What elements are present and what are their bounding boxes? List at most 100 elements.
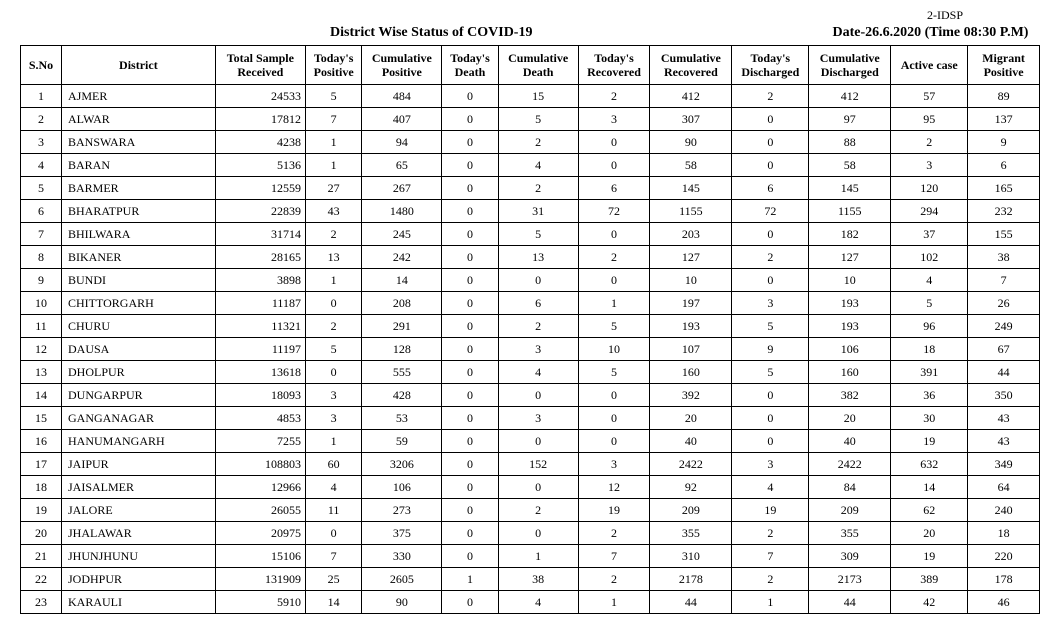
table-row: 4BARAN51361650405805836 xyxy=(21,154,1040,177)
cell-sno: 1 xyxy=(21,85,62,108)
cell-crec: 1155 xyxy=(650,200,732,223)
cell-district: DAUSA xyxy=(62,338,216,361)
covid-status-table: S.No District Total Sample Received Toda… xyxy=(20,45,1040,614)
cell-sample: 5910 xyxy=(215,591,305,614)
header-row: District Wise Status of COVID-19 Date-26… xyxy=(20,25,1043,41)
cell-cdeath: 1 xyxy=(498,545,578,568)
col-total-sample: Total Sample Received xyxy=(215,46,305,85)
table-row: 18JAISALMER1296641060012924841464 xyxy=(21,476,1040,499)
cell-cdis: 412 xyxy=(809,85,891,108)
cell-cpos: 291 xyxy=(362,315,442,338)
cell-trec: 3 xyxy=(578,108,650,131)
cell-cdis: 127 xyxy=(809,246,891,269)
cell-mig: 26 xyxy=(968,292,1040,315)
cell-crec: 412 xyxy=(650,85,732,108)
table-row: 17JAIPUR10880360320601523242232422632349 xyxy=(21,453,1040,476)
cell-tdis: 0 xyxy=(732,223,809,246)
cell-tdeath: 0 xyxy=(442,453,498,476)
cell-cdis: 1155 xyxy=(809,200,891,223)
cell-cpos: 65 xyxy=(362,154,442,177)
cell-district: BANSWARA xyxy=(62,131,216,154)
cell-active: 42 xyxy=(891,591,968,614)
cell-sample: 17812 xyxy=(215,108,305,131)
cell-sample: 11187 xyxy=(215,292,305,315)
cell-active: 36 xyxy=(891,384,968,407)
cell-crec: 2422 xyxy=(650,453,732,476)
cell-sno: 9 xyxy=(21,269,62,292)
table-row: 22JODHPUR1319092526051382217822173389178 xyxy=(21,568,1040,591)
cell-sample: 4853 xyxy=(215,407,305,430)
cell-active: 5 xyxy=(891,292,968,315)
cell-tdis: 72 xyxy=(732,200,809,223)
cell-cdeath: 152 xyxy=(498,453,578,476)
cell-crec: 355 xyxy=(650,522,732,545)
table-row: 21JHUNJHUNU151067330017310730919220 xyxy=(21,545,1040,568)
cell-tpos: 1 xyxy=(305,131,361,154)
cell-tpos: 2 xyxy=(305,223,361,246)
cell-active: 19 xyxy=(891,430,968,453)
cell-tdeath: 0 xyxy=(442,315,498,338)
cell-tdis: 0 xyxy=(732,384,809,407)
page-tag: 2-IDSP xyxy=(20,8,1043,23)
cell-cdis: 2422 xyxy=(809,453,891,476)
cell-sno: 14 xyxy=(21,384,62,407)
cell-tdis: 2 xyxy=(732,246,809,269)
cell-tdis: 2 xyxy=(732,568,809,591)
cell-mig: 349 xyxy=(968,453,1040,476)
cell-cdis: 145 xyxy=(809,177,891,200)
cell-cdeath: 15 xyxy=(498,85,578,108)
cell-tdeath: 0 xyxy=(442,591,498,614)
cell-sample: 11321 xyxy=(215,315,305,338)
cell-mig: 64 xyxy=(968,476,1040,499)
cell-cdeath: 0 xyxy=(498,384,578,407)
cell-active: 18 xyxy=(891,338,968,361)
cell-crec: 392 xyxy=(650,384,732,407)
cell-crec: 203 xyxy=(650,223,732,246)
table-body: 1AJMER2453354840152412241257892ALWAR1781… xyxy=(21,85,1040,614)
cell-sno: 23 xyxy=(21,591,62,614)
cell-sample: 26055 xyxy=(215,499,305,522)
cell-sno: 17 xyxy=(21,453,62,476)
cell-district: HANUMANGARH xyxy=(62,430,216,453)
cell-crec: 209 xyxy=(650,499,732,522)
cell-district: AJMER xyxy=(62,85,216,108)
cell-sno: 8 xyxy=(21,246,62,269)
cell-tpos: 5 xyxy=(305,85,361,108)
cell-sample: 4238 xyxy=(215,131,305,154)
table-row: 19JALORE260551127302192091920962240 xyxy=(21,499,1040,522)
cell-trec: 19 xyxy=(578,499,650,522)
cell-mig: 44 xyxy=(968,361,1040,384)
col-district: District xyxy=(62,46,216,85)
cell-trec: 2 xyxy=(578,246,650,269)
cell-sno: 18 xyxy=(21,476,62,499)
cell-sample: 28165 xyxy=(215,246,305,269)
cell-tdeath: 0 xyxy=(442,269,498,292)
cell-active: 95 xyxy=(891,108,968,131)
cell-tpos: 4 xyxy=(305,476,361,499)
cell-tpos: 0 xyxy=(305,361,361,384)
cell-cdis: 2173 xyxy=(809,568,891,591)
cell-sno: 22 xyxy=(21,568,62,591)
cell-tdeath: 0 xyxy=(442,223,498,246)
cell-cpos: 128 xyxy=(362,338,442,361)
cell-tpos: 3 xyxy=(305,384,361,407)
cell-active: 2 xyxy=(891,131,968,154)
cell-cdeath: 4 xyxy=(498,154,578,177)
cell-tdis: 3 xyxy=(732,292,809,315)
cell-cpos: 94 xyxy=(362,131,442,154)
cell-crec: 90 xyxy=(650,131,732,154)
cell-active: 20 xyxy=(891,522,968,545)
table-row: 6BHARATPUR228394314800317211557211552942… xyxy=(21,200,1040,223)
cell-sample: 13618 xyxy=(215,361,305,384)
cell-tdis: 0 xyxy=(732,154,809,177)
cell-tdeath: 0 xyxy=(442,246,498,269)
cell-tdeath: 0 xyxy=(442,430,498,453)
cell-tdeath: 0 xyxy=(442,108,498,131)
cell-trec: 0 xyxy=(578,430,650,453)
cell-mig: 220 xyxy=(968,545,1040,568)
cell-sno: 15 xyxy=(21,407,62,430)
cell-active: 391 xyxy=(891,361,968,384)
cell-cdeath: 2 xyxy=(498,499,578,522)
cell-cpos: 2605 xyxy=(362,568,442,591)
table-row: 20JHALAWAR20975037500235523552018 xyxy=(21,522,1040,545)
